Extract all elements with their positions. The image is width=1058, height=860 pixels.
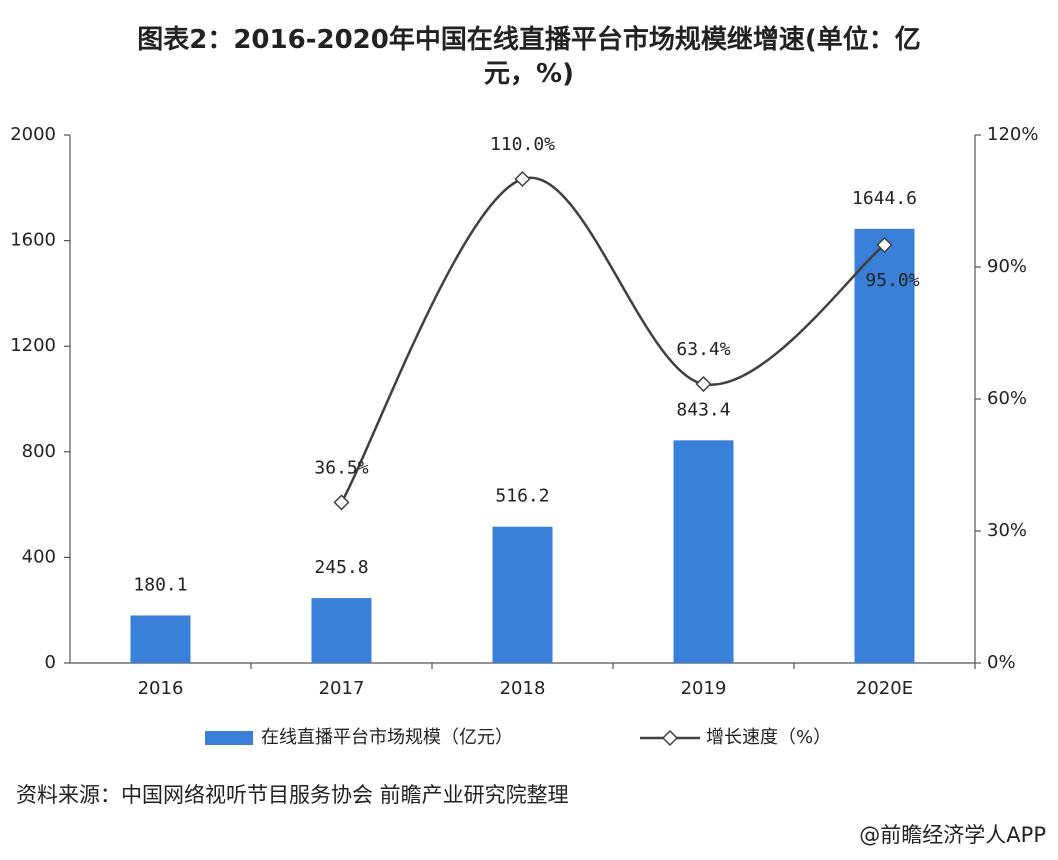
y-tick-label: 800 (22, 441, 56, 462)
line-value-label: 36.5% (314, 457, 368, 478)
bar-value-label: 843.4 (676, 399, 730, 420)
source: 资料来源：中国网络视听节目服务协会 前瞻产业研究院整理 (16, 783, 569, 807)
bar (492, 526, 553, 663)
y2-tick-label: 30% (987, 520, 1027, 541)
bar-value-label: 180.1 (133, 574, 187, 595)
x-tick-label: 2016 (138, 678, 184, 699)
y-tick-label: 1600 (10, 230, 56, 251)
legend-label: 增长速度（%） (706, 727, 831, 748)
y2-tick-label: 120% (987, 124, 1038, 145)
line-marker (695, 375, 712, 393)
bar (130, 615, 191, 663)
legend-label: 在线直播平台市场规模（亿元） (261, 727, 513, 748)
line-marker (876, 236, 893, 254)
y-tick-label: 2000 (10, 124, 56, 145)
x-tick-label: 2017 (319, 678, 365, 699)
bar (673, 440, 734, 663)
bar-value-label: 1644.6 (852, 188, 917, 209)
y-tick-label: 0 (45, 652, 56, 673)
legend-marker (661, 729, 679, 747)
line (340, 176, 886, 504)
legend-swatch (205, 731, 253, 745)
y2-tick-label: 60% (987, 388, 1027, 409)
line-marker (514, 170, 531, 188)
x-tick-label: 2019 (681, 678, 727, 699)
line-value-label: 95.0% (865, 270, 919, 291)
y-tick-label: 400 (22, 546, 56, 567)
line-marker (333, 494, 350, 511)
chart-title: 图表2：2016-2020年中国在线直播平台市场规模继增速(单位：亿元，%) (137, 24, 921, 89)
y2-tick-label: 0% (987, 652, 1016, 673)
y-tick-label: 1200 (10, 335, 56, 356)
line-value-label: 63.4% (676, 339, 730, 360)
bar (854, 228, 915, 663)
credit: @前瞻经济学人APP (859, 823, 1046, 847)
bar-value-label: 245.8 (314, 557, 368, 578)
bar (311, 598, 372, 663)
line-value-label: 110.0% (490, 134, 555, 155)
x-tick-label: 2018 (500, 678, 546, 699)
bar-value-label: 516.2 (495, 486, 549, 507)
x-tick-label: 2020E (856, 678, 913, 699)
y2-tick-label: 90% (987, 256, 1027, 277)
